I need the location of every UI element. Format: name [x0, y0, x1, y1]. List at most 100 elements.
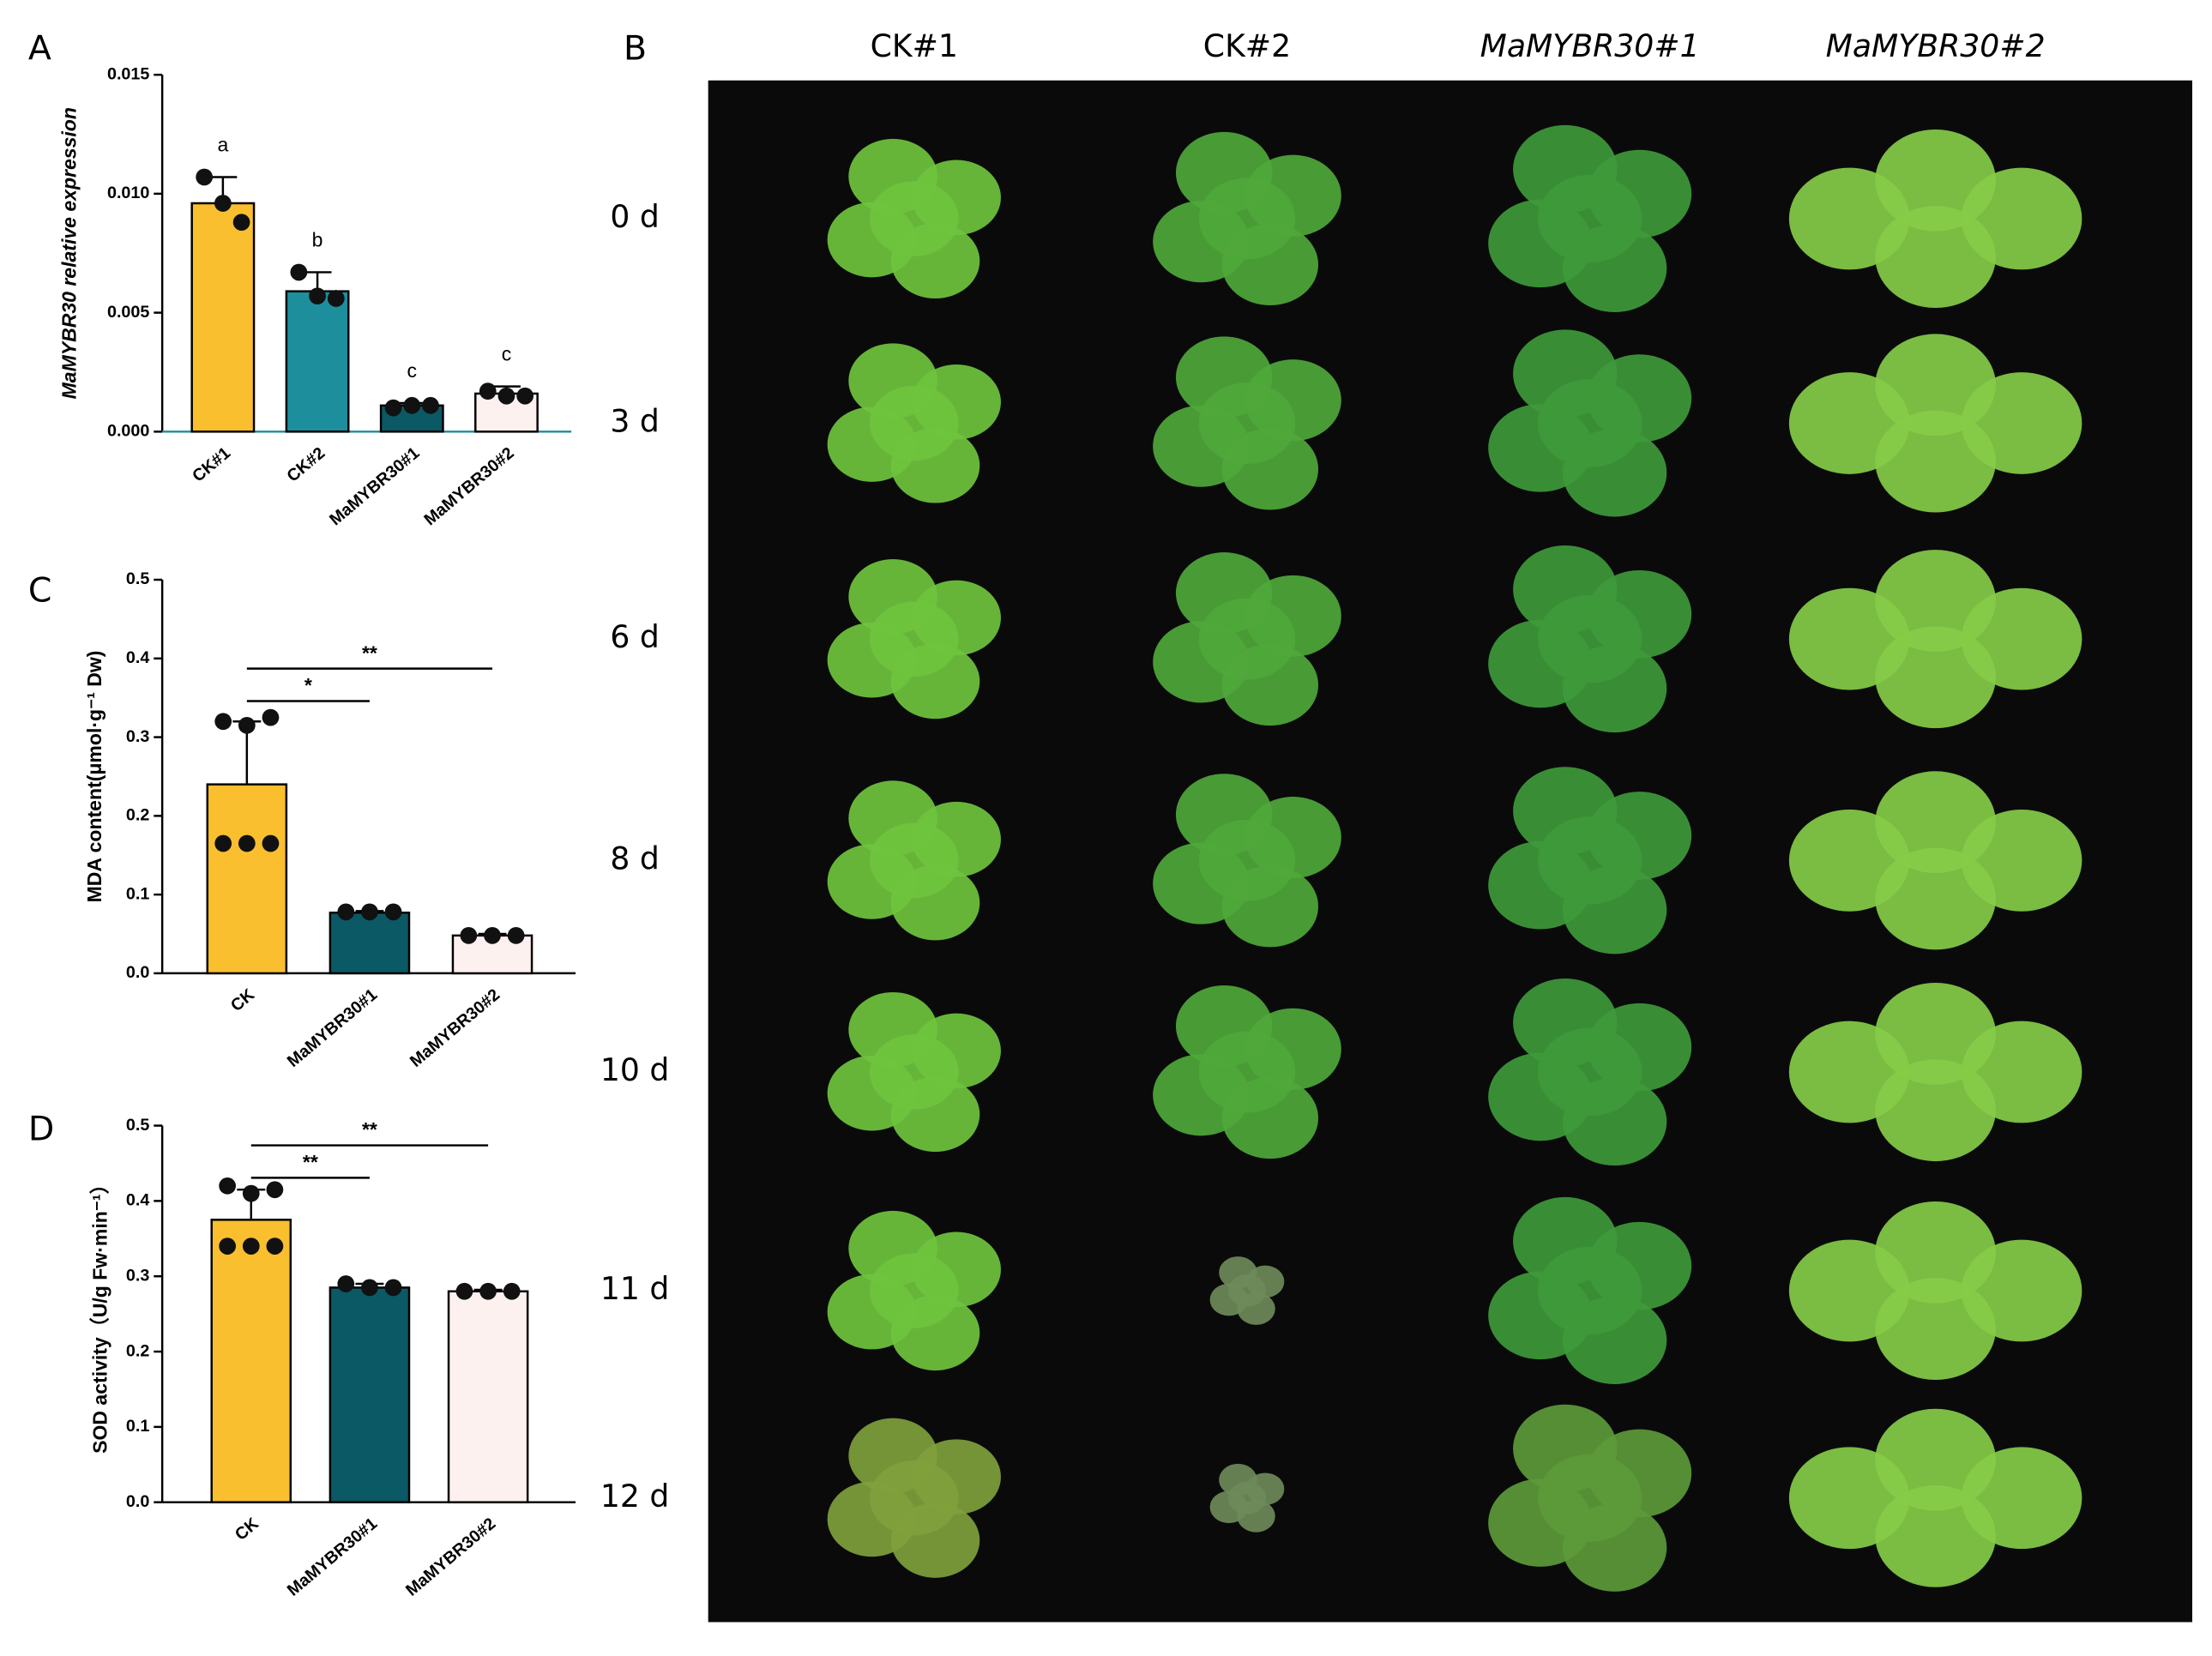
leaf [1537, 379, 1642, 467]
data-point [384, 903, 402, 921]
leaf [1875, 206, 1996, 308]
data-point [309, 287, 326, 305]
y-axis-label: MaMYBR30 relative expression [57, 107, 80, 399]
data-point [196, 168, 214, 186]
data-point [479, 382, 497, 400]
leaf [1198, 819, 1296, 901]
significance-label: c [502, 343, 512, 365]
data-point [361, 903, 378, 921]
leaf [870, 1460, 959, 1536]
leaf [870, 181, 959, 256]
leaf [1875, 626, 1996, 729]
data-point [290, 263, 308, 281]
significance-label: ** [362, 641, 377, 664]
panel-label: A [28, 29, 51, 69]
data-point [497, 387, 515, 405]
bar [285, 290, 350, 433]
data-point [266, 1181, 284, 1199]
data-point [422, 396, 439, 414]
y-tick-label: 0.1 [126, 1417, 149, 1436]
leaf [1537, 1246, 1642, 1335]
y-tick-label: 0.010 [107, 184, 149, 202]
bar [328, 912, 411, 975]
data-point [337, 903, 355, 921]
row-label: 11 d [600, 1270, 669, 1307]
leaf [1875, 1408, 1996, 1511]
leaf [1537, 1454, 1642, 1543]
data-point [455, 1282, 473, 1300]
data-point [384, 399, 402, 417]
bar [206, 783, 288, 975]
data-point [327, 290, 345, 307]
data-point [403, 396, 421, 414]
leaf [870, 1253, 959, 1328]
y-tick-label: 0.4 [126, 1191, 149, 1210]
row-label: 12 d [600, 1478, 669, 1514]
leaf [1875, 1485, 1996, 1587]
panel-label: C [28, 570, 52, 610]
data-point [384, 1279, 402, 1297]
data-point [484, 926, 501, 944]
bar [447, 1290, 529, 1503]
leaf [1875, 771, 1996, 874]
significance-label: a [217, 133, 228, 155]
panel-label: D [28, 1110, 54, 1149]
leaf [1198, 1031, 1296, 1113]
data-point [214, 195, 232, 212]
data-point [516, 387, 534, 405]
data-point [503, 1282, 521, 1300]
leaf [870, 385, 959, 461]
data-point [262, 708, 280, 726]
y-tick-label: 0.1 [126, 884, 149, 903]
y-tick-label: 0.0 [126, 963, 149, 982]
y-tick-label: 0.005 [107, 303, 149, 322]
leaf [1875, 1059, 1996, 1162]
y-tick-label: 0.0 [126, 1492, 149, 1511]
data-point [219, 1177, 237, 1195]
bar [190, 202, 256, 433]
significance-label: c [407, 359, 418, 382]
leaf [1875, 1278, 1996, 1381]
leaf [1198, 382, 1296, 464]
data-point [262, 834, 280, 852]
data-point [361, 1279, 378, 1297]
bar [210, 1219, 292, 1503]
row-label: 0 d [610, 198, 659, 235]
leaf [870, 1034, 959, 1110]
column-header: MaMYBR30#2 [1826, 27, 2046, 64]
data-point [242, 1184, 260, 1202]
significance-label: ** [303, 1151, 318, 1173]
plants [827, 124, 2082, 1592]
data-point [219, 1237, 237, 1255]
leaf [1875, 410, 1996, 513]
y-tick-label: 0.3 [126, 727, 149, 746]
data-point [214, 834, 232, 852]
y-axis-label: SOD activity（U/g Fw·min⁻¹） [89, 1174, 112, 1453]
y-tick-label: 0.2 [126, 1341, 149, 1360]
leaf [1537, 1027, 1642, 1117]
column-header: MaMYBR30#1 [1480, 27, 1700, 64]
significance-label: * [304, 674, 312, 696]
leaf [1875, 983, 1996, 1085]
row-label: 8 d [610, 840, 659, 876]
data-point [238, 834, 256, 852]
y-tick-label: 0.5 [126, 1116, 149, 1135]
panel-label: B [624, 29, 647, 69]
leaf [870, 822, 959, 899]
leaf [1875, 129, 1996, 232]
data-point [460, 926, 478, 944]
leaf [1537, 174, 1642, 263]
leaf [1875, 847, 1996, 950]
leaf [1875, 1201, 1996, 1304]
leaf [1875, 550, 1996, 652]
y-tick-label: 0.000 [107, 422, 149, 441]
data-point [507, 926, 525, 944]
row-label: 3 d [610, 402, 659, 439]
data-point [242, 1237, 260, 1255]
leaf [1537, 594, 1642, 683]
y-axis-label: MDA content(μmol·g⁻¹ Dw) [83, 651, 105, 903]
column-header: CK#1 [871, 27, 958, 64]
leaf [1198, 598, 1296, 680]
leaf [1227, 1482, 1267, 1514]
